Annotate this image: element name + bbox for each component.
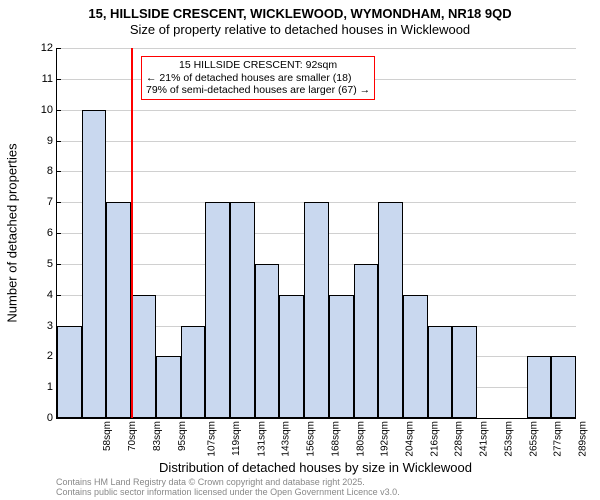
x-tick-label: 192sqm <box>380 418 391 457</box>
x-tick-label: 180sqm <box>355 418 366 457</box>
x-tick-label: 168sqm <box>330 418 341 457</box>
histogram-bar <box>205 202 230 418</box>
histogram-bar <box>57 326 82 419</box>
y-axis-label: Number of detached properties <box>5 143 20 322</box>
gridline <box>57 141 576 142</box>
x-tick-label: 228sqm <box>454 418 465 457</box>
y-tick-label: 3 <box>47 320 57 332</box>
y-tick-label: 2 <box>47 350 57 362</box>
callout-larger: 79% of semi-detached houses are larger (… <box>146 84 370 97</box>
reference-line <box>131 48 133 418</box>
x-tick-label: 241sqm <box>479 418 490 457</box>
y-tick-label: 6 <box>47 227 57 239</box>
x-tick-label: 253sqm <box>503 418 514 457</box>
x-tick-label: 95sqm <box>177 418 188 451</box>
y-tick-label: 5 <box>47 258 57 270</box>
y-tick-label: 8 <box>47 165 57 177</box>
y-tick-label: 4 <box>47 289 57 301</box>
histogram-plot: 012345678910111258sqm70sqm83sqm95sqm107s… <box>56 48 576 419</box>
y-tick-label: 0 <box>47 412 57 424</box>
y-tick-label: 7 <box>47 196 57 208</box>
x-tick-label: 58sqm <box>102 418 113 451</box>
x-tick-label: 156sqm <box>306 418 317 457</box>
histogram-bar <box>279 295 304 418</box>
histogram-bar <box>403 295 428 418</box>
x-tick-label: 131sqm <box>256 418 267 457</box>
x-tick-label: 143sqm <box>281 418 292 457</box>
x-tick-label: 119sqm <box>231 418 242 456</box>
x-tick-label: 216sqm <box>429 418 440 457</box>
histogram-bar <box>428 326 453 419</box>
y-tick-label: 12 <box>41 42 57 54</box>
histogram-bar <box>255 264 280 418</box>
histogram-bar <box>131 295 156 418</box>
y-tick-label: 10 <box>41 104 57 116</box>
x-tick-label: 204sqm <box>405 418 416 457</box>
x-tick-label: 265sqm <box>528 418 539 457</box>
x-tick-label: 70sqm <box>127 418 138 451</box>
histogram-bar <box>452 326 477 419</box>
x-tick-label: 289sqm <box>578 418 589 457</box>
page-subtitle: Size of property relative to detached ho… <box>0 22 600 37</box>
histogram-bar <box>329 295 354 418</box>
y-tick-label: 1 <box>47 381 57 393</box>
x-tick-label: 107sqm <box>207 418 218 457</box>
histogram-bar <box>304 202 329 418</box>
histogram-bar <box>82 110 107 418</box>
gridline <box>57 171 576 172</box>
gridline <box>57 48 576 49</box>
footer-line2: Contains public sector information licen… <box>56 487 400 497</box>
histogram-bar <box>527 356 552 418</box>
y-tick-label: 11 <box>42 73 57 85</box>
gridline <box>57 110 576 111</box>
histogram-bar <box>156 356 181 418</box>
callout-box: 15 HILLSIDE CRESCENT: 92sqm← 21% of deta… <box>141 56 375 100</box>
histogram-bar <box>354 264 379 418</box>
page-title-address: 15, HILLSIDE CRESCENT, WICKLEWOOD, WYMON… <box>0 6 600 21</box>
histogram-bar <box>551 356 576 418</box>
x-axis-label: Distribution of detached houses by size … <box>56 460 575 475</box>
y-tick-label: 9 <box>47 135 57 147</box>
histogram-bar <box>230 202 255 418</box>
x-tick-label: 83sqm <box>152 418 163 451</box>
histogram-bar <box>378 202 403 418</box>
x-tick-label: 277sqm <box>553 418 564 457</box>
histogram-bar <box>106 202 131 418</box>
footer-line1: Contains HM Land Registry data © Crown c… <box>56 477 365 487</box>
footer-attribution: Contains HM Land Registry data © Crown c… <box>56 478 400 498</box>
histogram-bar <box>181 326 206 419</box>
callout-title: 15 HILLSIDE CRESCENT: 92sqm <box>146 59 370 72</box>
callout-smaller: ← 21% of detached houses are smaller (18… <box>146 72 370 85</box>
